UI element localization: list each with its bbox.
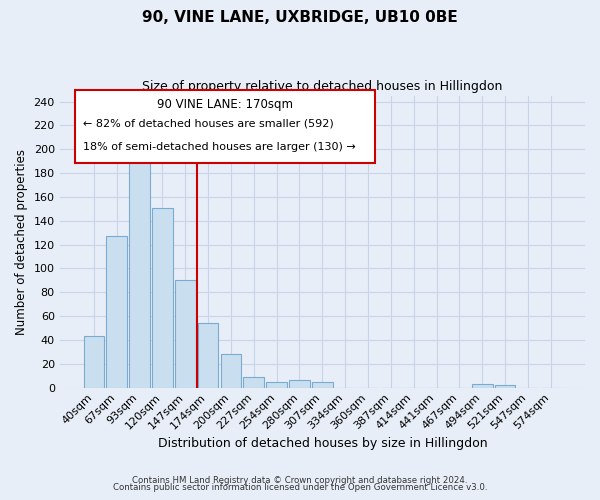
Bar xyxy=(83,336,104,388)
FancyBboxPatch shape xyxy=(76,90,375,162)
Bar xyxy=(244,377,264,388)
X-axis label: Distribution of detached houses by size in Hillingdon: Distribution of detached houses by size … xyxy=(158,437,487,450)
Bar xyxy=(495,385,515,388)
Bar xyxy=(198,323,218,388)
Text: Contains HM Land Registry data © Crown copyright and database right 2024.: Contains HM Land Registry data © Crown c… xyxy=(132,476,468,485)
Bar xyxy=(175,280,196,388)
Bar xyxy=(312,382,332,388)
Bar xyxy=(152,208,173,388)
Text: 18% of semi-detached houses are larger (130) →: 18% of semi-detached houses are larger (… xyxy=(83,142,356,152)
Title: Size of property relative to detached houses in Hillingdon: Size of property relative to detached ho… xyxy=(142,80,503,93)
Bar xyxy=(289,380,310,388)
Bar xyxy=(266,382,287,388)
Bar xyxy=(129,154,150,388)
Bar xyxy=(472,384,493,388)
Text: 90 VINE LANE: 170sqm: 90 VINE LANE: 170sqm xyxy=(157,98,293,112)
Text: 90, VINE LANE, UXBRIDGE, UB10 0BE: 90, VINE LANE, UXBRIDGE, UB10 0BE xyxy=(142,10,458,25)
Bar xyxy=(221,354,241,388)
Text: Contains public sector information licensed under the Open Government Licence v3: Contains public sector information licen… xyxy=(113,484,487,492)
Bar xyxy=(106,236,127,388)
Y-axis label: Number of detached properties: Number of detached properties xyxy=(15,148,28,334)
Text: ← 82% of detached houses are smaller (592): ← 82% of detached houses are smaller (59… xyxy=(83,119,334,129)
